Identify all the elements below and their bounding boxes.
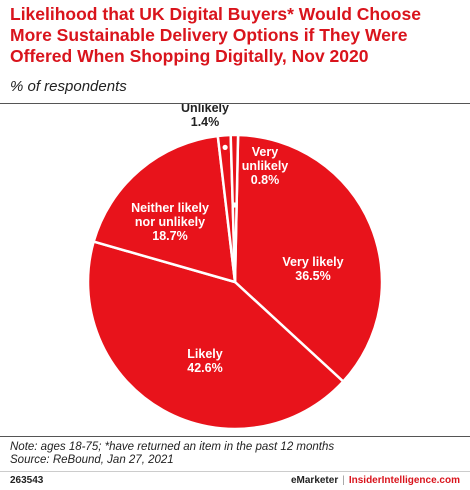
name-very-unlikely: unlikely bbox=[242, 159, 289, 173]
label-neither: Neither likely nor unlikely 18.7% bbox=[131, 201, 209, 243]
marker-very-unlikely bbox=[232, 202, 238, 208]
pie-slices bbox=[86, 133, 384, 431]
label-likely: Likely 42.6% bbox=[187, 347, 222, 375]
slice-neither bbox=[92, 134, 237, 284]
brand-emarketer: eMarketer bbox=[290, 475, 339, 486]
value-very-likely: 36.5% bbox=[295, 269, 330, 283]
header-divider bbox=[0, 103, 470, 104]
brand-credit: eMarketer | InsiderIntelligence.com bbox=[291, 475, 460, 486]
chart-subtitle: % of respondents bbox=[10, 78, 127, 95]
name-neither: nor unlikely bbox=[135, 215, 205, 229]
chart-source: Source: ReBound, Jan 27, 2021 bbox=[10, 454, 174, 466]
slice-likely bbox=[86, 240, 345, 431]
value-very-unlikely: 0.8% bbox=[251, 173, 280, 187]
name-very-unlikely: Very bbox=[252, 145, 278, 159]
marker-unlikely bbox=[222, 144, 228, 150]
value-unlikely: 1.4% bbox=[191, 115, 220, 129]
label-very-unlikely: Very unlikely 0.8% bbox=[242, 145, 289, 187]
pie-labels: Very likely 36.5% Likely 42.6% Neither likel… bbox=[131, 104, 344, 375]
chart-id: 263543 bbox=[10, 475, 44, 486]
slice-very-unlikely bbox=[229, 133, 240, 284]
slice-very-likely bbox=[233, 133, 384, 383]
pie-chart: Very likely 36.5% Likely 42.6% Neither likel… bbox=[86, 104, 384, 431]
footer-rule bbox=[0, 471, 470, 472]
label-unlikely: Unlikely 1.4% bbox=[181, 104, 229, 129]
label-very-likely: Very likely 36.5% bbox=[282, 255, 343, 283]
chart-note: Note: ages 18-75; *have returned an item… bbox=[10, 441, 335, 453]
footer-divider bbox=[0, 436, 470, 437]
name-neither: Neither likely bbox=[131, 201, 209, 215]
name-likely: Likely bbox=[187, 347, 222, 361]
name-very-likely: Very likely bbox=[282, 255, 343, 269]
brand-separator: | bbox=[342, 475, 345, 486]
pie-markers bbox=[222, 144, 238, 208]
value-neither: 18.7% bbox=[152, 229, 187, 243]
value-likely: 42.6% bbox=[187, 361, 222, 375]
name-unlikely: Unlikely bbox=[181, 104, 229, 115]
chart-title: Likelihood that UK Digital Buyers* Would… bbox=[10, 4, 421, 66]
brand-insider-intelligence: InsiderIntelligence.com bbox=[348, 475, 460, 486]
